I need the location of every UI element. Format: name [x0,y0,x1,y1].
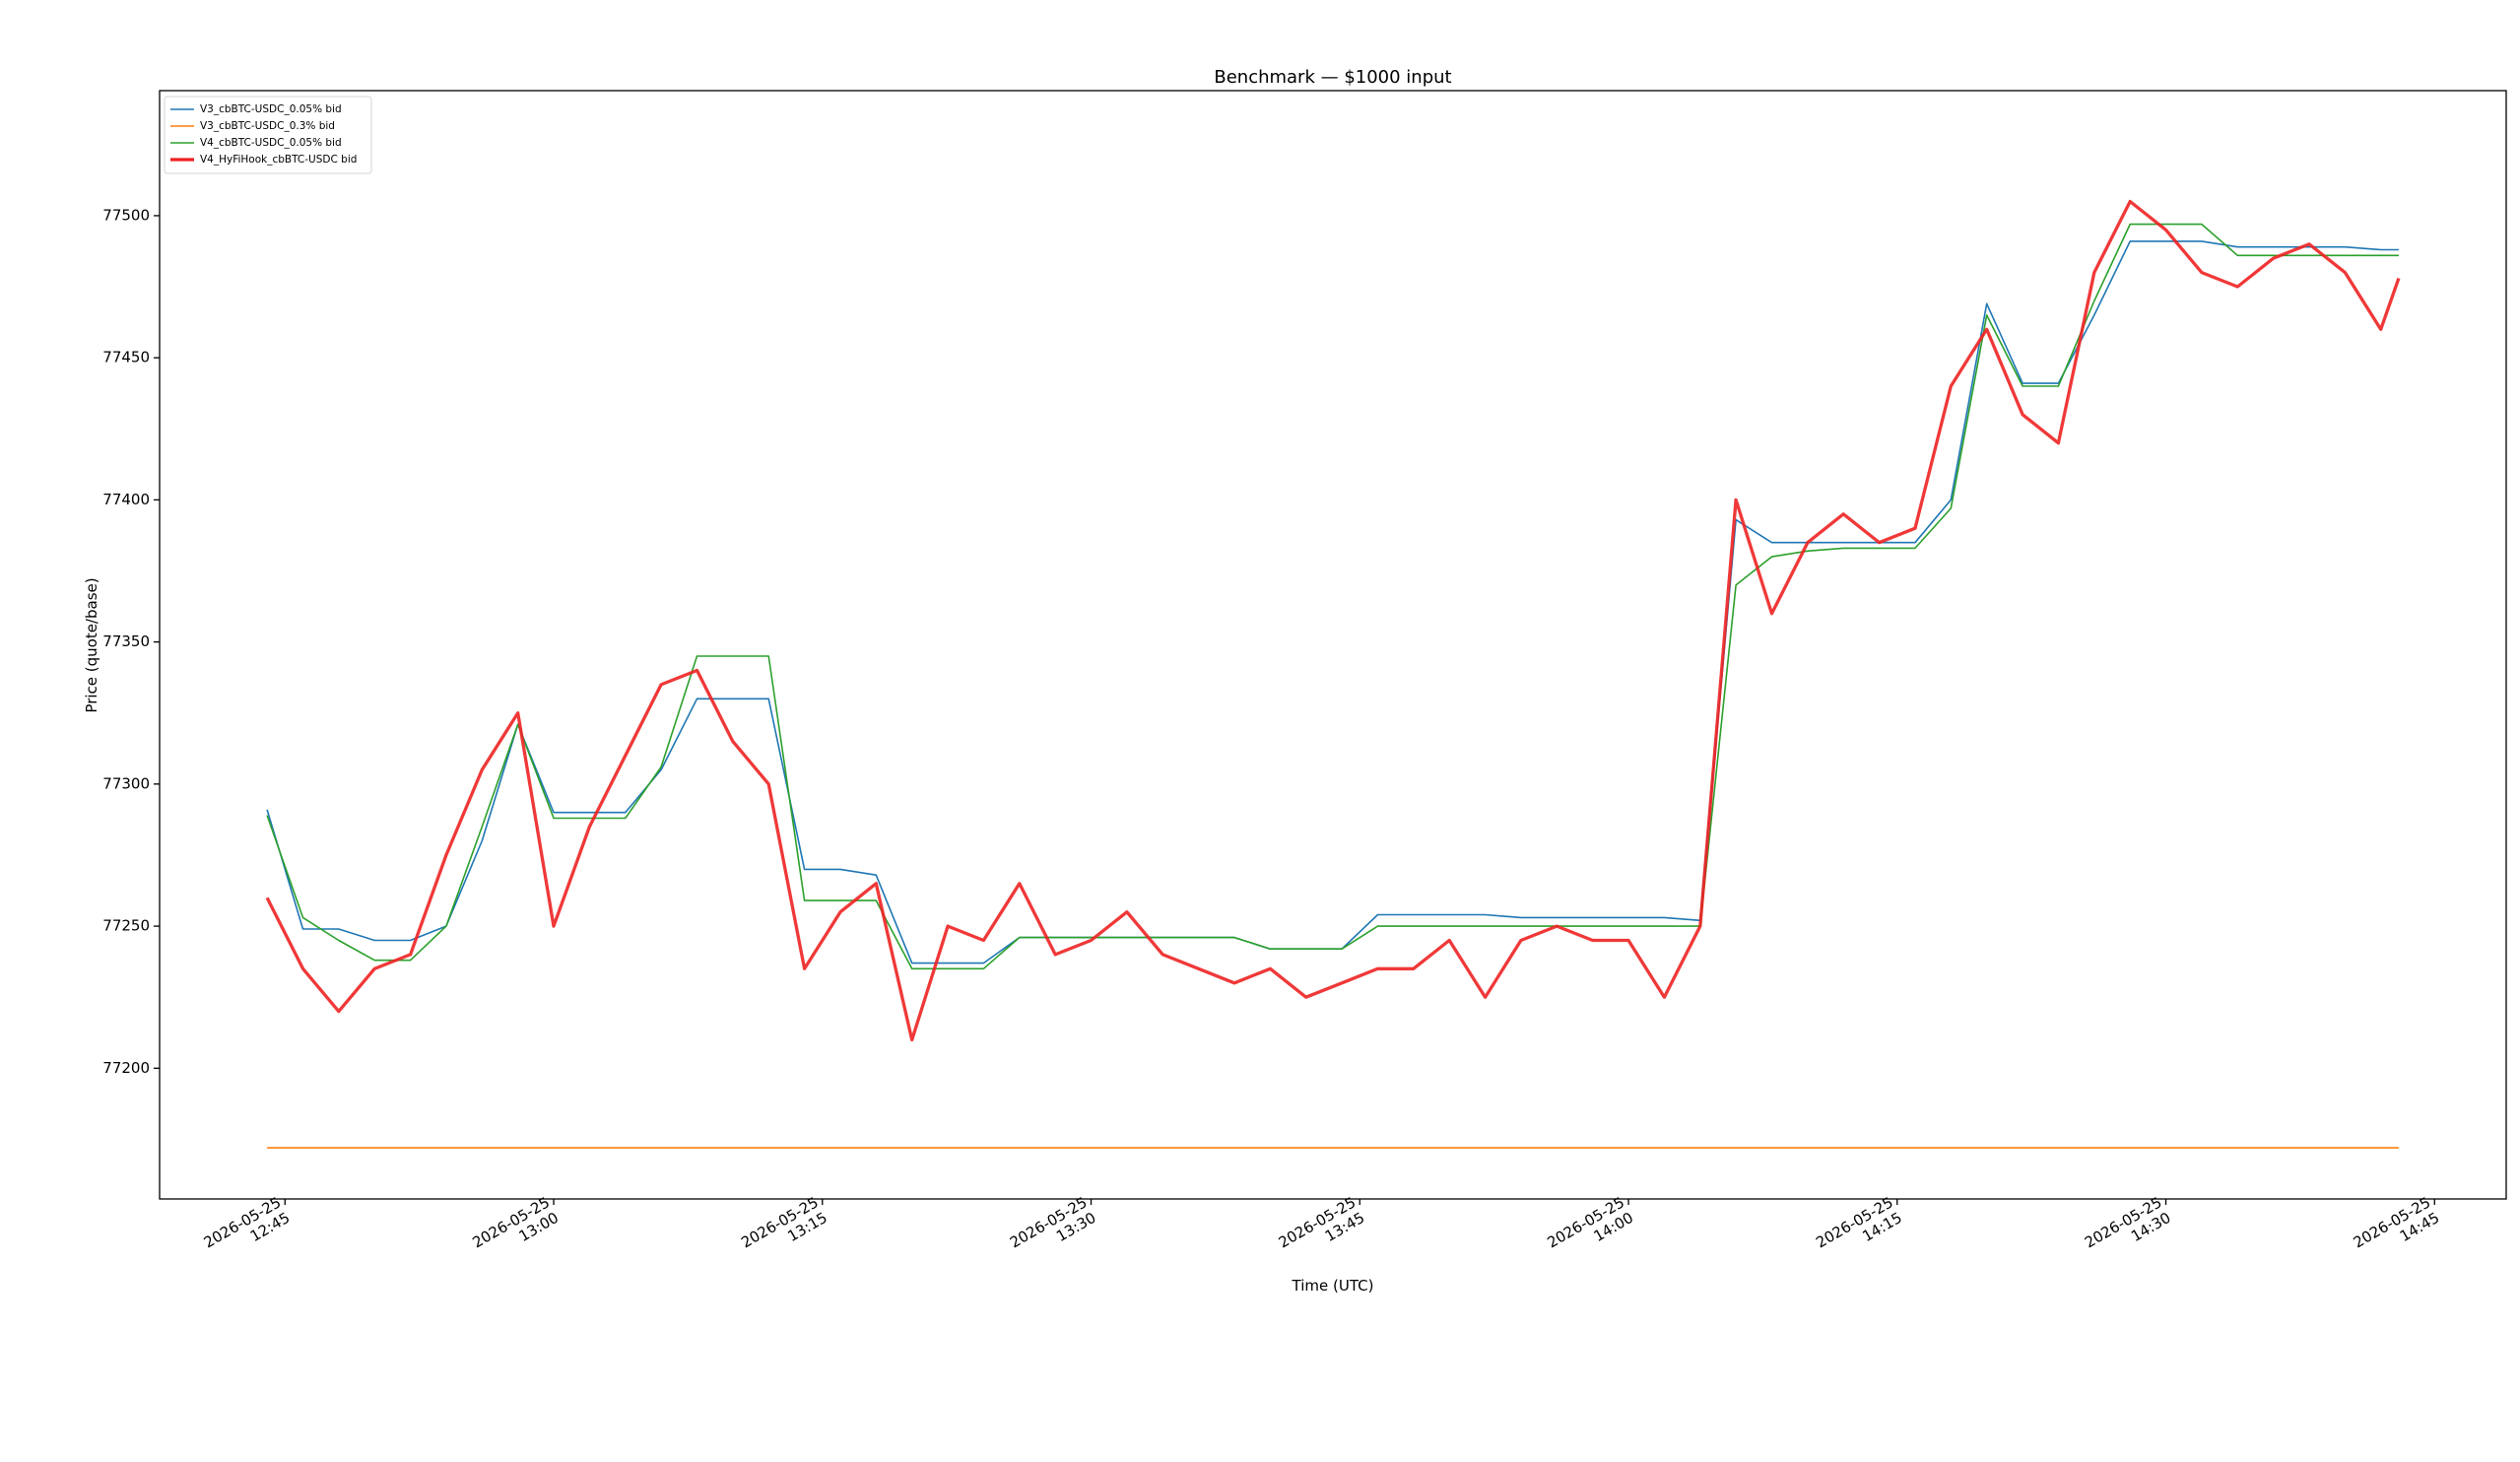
plot-frame [159,90,2507,1200]
y-axis-label: Price (quote/base) [83,577,100,712]
legend-box [164,96,372,174]
legend-label: V3_cbBTC-USDC_0.05% bid [200,103,342,115]
x-axis-label: Time (UTC) [1292,1277,1374,1295]
legend-label: V3_cbBTC-USDC_0.3% bid [200,120,335,132]
legend-label: V4_HyFiHook_cbBTC-USDC bid [200,154,357,166]
y-tick-label: 77450 [102,349,150,366]
y-tick-label: 77500 [102,206,150,224]
series-line [265,199,2401,1042]
y-tick-label: 77300 [102,774,150,792]
chart-title: Benchmark — $1000 input [1214,67,1451,88]
y-tick-label: 77200 [102,1059,150,1077]
y-tick-label: 77400 [102,491,150,508]
y-tick-label: 77350 [102,632,150,650]
legend-label: V4_cbBTC-USDC_0.05% bid [200,137,342,149]
y-tick-label: 77250 [102,917,150,935]
series-line [266,223,2399,970]
